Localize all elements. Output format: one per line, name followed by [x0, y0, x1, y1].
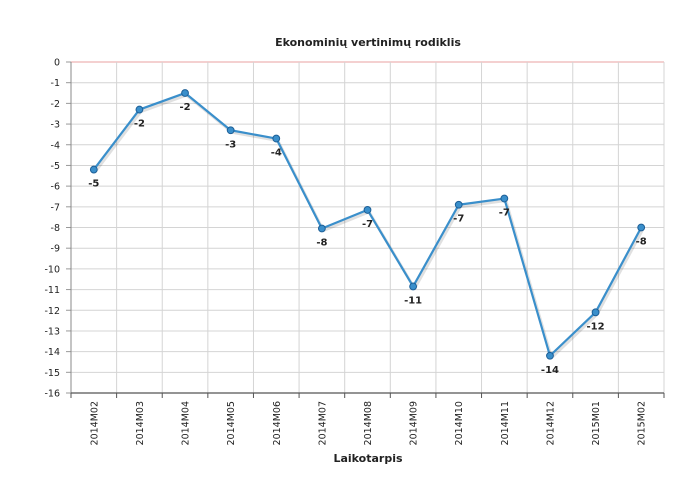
x-tick-label: 2014M06	[272, 401, 283, 445]
data-point	[500, 194, 509, 203]
data-label: -7	[499, 208, 510, 219]
x-tick-label: 2014M11	[500, 401, 511, 445]
data-point	[272, 134, 281, 143]
y-tick-label: -6	[51, 182, 60, 193]
data-label: -11	[404, 295, 422, 306]
y-tick-label: 0	[54, 58, 60, 69]
data-label: -12	[587, 321, 605, 332]
data-label: -8	[316, 238, 327, 249]
data-point	[591, 308, 600, 317]
x-tick-label: 2014M12	[545, 401, 556, 445]
x-tick-label: 2014M05	[226, 401, 237, 445]
y-tick-label: -11	[44, 285, 60, 296]
data-point	[135, 105, 144, 114]
y-tick-label: -1	[51, 78, 60, 89]
y-tick-label: -16	[44, 389, 60, 400]
data-point	[546, 351, 554, 360]
y-tick-label: -12	[44, 306, 60, 317]
data-label: -5	[88, 179, 99, 190]
data-point	[89, 165, 98, 174]
data-label: -3	[225, 139, 236, 150]
data-label: -14	[541, 365, 559, 376]
data-point	[637, 223, 646, 232]
x-tick-label: 2015M02	[637, 401, 648, 445]
x-tick-label: 2014M08	[363, 401, 374, 445]
y-tick-label: -15	[44, 368, 60, 379]
data-label: -8	[636, 237, 647, 248]
y-tick-label: -5	[51, 161, 60, 172]
y-tick-label: -13	[44, 326, 60, 337]
y-tick-label: -7	[51, 202, 60, 213]
data-point	[226, 126, 235, 135]
x-tick-label: 2014M04	[181, 401, 192, 445]
y-tick-label: -2	[51, 99, 60, 110]
data-label: -2	[179, 102, 190, 113]
x-tick-label: 2014M10	[454, 401, 465, 445]
data-point	[409, 282, 418, 291]
data-point	[181, 89, 189, 97]
chart-title: Ekonominių vertinimų rodiklis	[275, 36, 461, 49]
y-tick-label: -4	[51, 140, 60, 151]
x-tick-label: 2014M02	[89, 401, 100, 445]
y-tick-label: -14	[44, 347, 60, 358]
y-tick-label: -3	[51, 120, 60, 131]
y-tick-label: -9	[51, 244, 60, 255]
data-label: -7	[362, 219, 373, 230]
y-tick-label: -8	[51, 223, 60, 234]
data-label: -7	[453, 214, 464, 225]
data-point	[363, 206, 372, 214]
x-tick-label: 2014M03	[135, 401, 146, 445]
x-tick-label: 2014M09	[409, 401, 420, 445]
y-tick-label: -10	[44, 264, 60, 275]
data-label: -2	[134, 119, 145, 130]
x-tick-label: 2014M07	[317, 401, 328, 445]
data-point	[454, 200, 463, 209]
x-axis-label: Laikotarpis	[333, 452, 403, 465]
data-point	[317, 224, 326, 233]
x-tick-label: 2015M01	[591, 401, 602, 445]
data-label: -4	[271, 148, 282, 159]
